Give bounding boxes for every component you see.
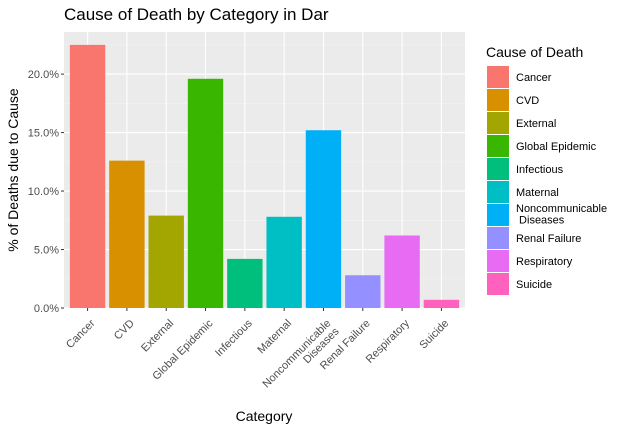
legend-title: Cause of Death <box>486 44 583 60</box>
bar <box>345 275 381 308</box>
legend-key <box>487 112 509 134</box>
legend-label: Respiratory <box>516 256 573 268</box>
bar <box>69 44 106 308</box>
legend-label: Noncommunicable Diseases <box>516 203 607 227</box>
bar <box>423 299 460 308</box>
y-tick-label: 5.0% <box>34 245 59 257</box>
legend-key <box>487 66 509 88</box>
legend-label: Renal Failure <box>516 233 581 245</box>
bar <box>384 235 420 308</box>
y-tick-label: 20.0% <box>28 69 59 81</box>
legend-label: External <box>516 118 556 130</box>
legend-label: Maternal <box>516 187 559 199</box>
x-tick-label: Suicide <box>417 317 451 351</box>
y-axis-title: % of Deaths due to Cause <box>5 88 21 252</box>
bars <box>69 44 460 308</box>
legend-key <box>487 273 509 295</box>
chart-title: Cause of Death by Category in Dar <box>64 5 329 24</box>
y-tick-label: 0.0% <box>34 303 59 315</box>
legend-label: Suicide <box>516 279 552 291</box>
x-tick-label: Infectious <box>213 317 255 359</box>
legend-label: Global Epidemic <box>516 141 597 153</box>
legend-label: Cancer <box>516 72 552 84</box>
legend-key <box>487 204 509 226</box>
bar <box>227 258 263 308</box>
x-axis-title: Category <box>236 408 293 424</box>
bar <box>187 78 224 308</box>
legend-key <box>487 250 509 272</box>
x-tick-label: External <box>139 317 176 354</box>
legend-key <box>487 181 509 203</box>
x-tick-label: Maternal <box>255 317 294 356</box>
y-axis-ticks: 0.0% 5.0% 10.0% 15.0% 20.0% <box>28 69 64 315</box>
bar <box>266 216 302 308</box>
legend-key <box>487 158 509 180</box>
x-tick-label: Cancer <box>64 317 98 351</box>
x-tick-label: CVD <box>112 317 137 342</box>
legend-key <box>487 135 509 157</box>
bar <box>148 215 184 308</box>
legend-items: Cancer CVD External Global Epidemic Infectio… <box>487 66 607 295</box>
legend: Cause of Death Cancer CVD External Global E… <box>486 44 607 295</box>
legend-key <box>487 89 509 111</box>
legend-label: Infectious <box>516 164 564 176</box>
legend-label: CVD <box>516 95 539 107</box>
y-tick-label: 10.0% <box>28 186 59 198</box>
legend-key <box>487 227 509 249</box>
y-tick-label: 15.0% <box>28 128 59 140</box>
bar <box>305 130 342 308</box>
bar <box>109 160 145 308</box>
